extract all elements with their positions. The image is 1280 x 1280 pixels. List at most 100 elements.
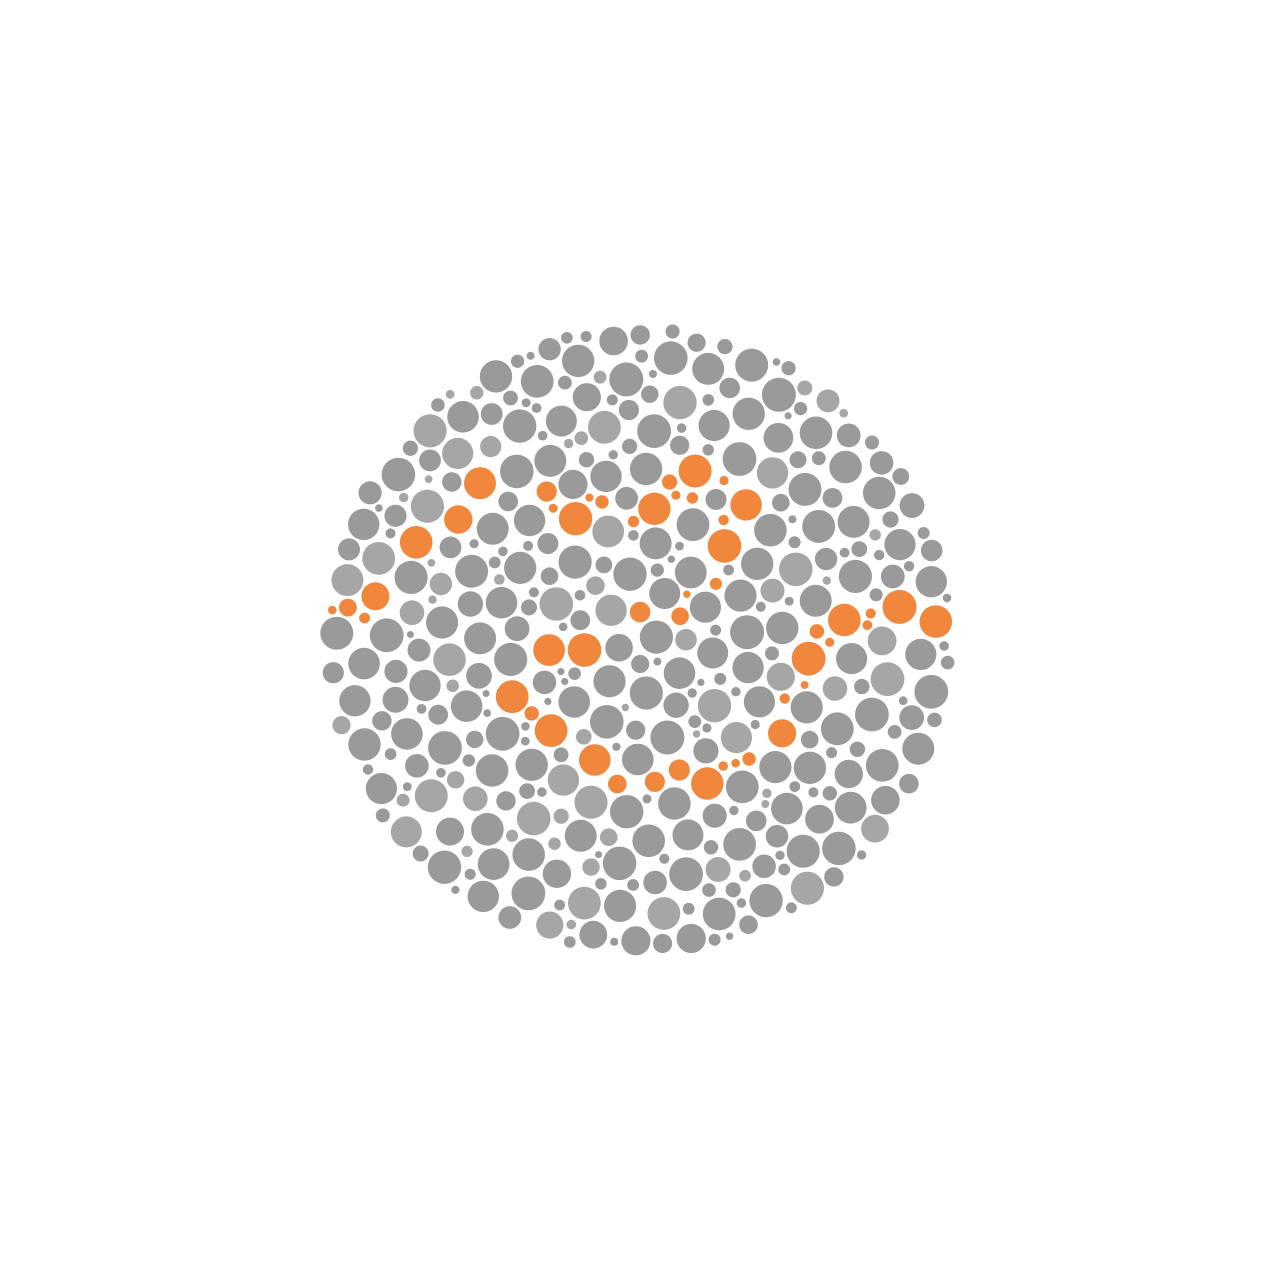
background-dot <box>431 398 445 412</box>
background-dot <box>732 397 765 430</box>
background-dot <box>788 536 801 549</box>
background-dot <box>766 662 795 691</box>
background-dot <box>532 670 557 695</box>
background-dot <box>631 654 650 674</box>
background-dot <box>406 631 414 638</box>
background-dot <box>760 578 785 603</box>
background-dot <box>676 923 706 954</box>
background-dot <box>455 554 489 588</box>
background-dot <box>396 793 410 807</box>
background-dot <box>665 324 680 339</box>
background-dot <box>902 732 935 765</box>
orange-figure-dots <box>328 454 953 800</box>
background-dot <box>755 601 766 612</box>
background-dot <box>595 556 613 574</box>
background-dot <box>521 398 531 408</box>
figure-dot <box>809 624 825 639</box>
background-dot <box>320 616 354 650</box>
background-dot <box>834 791 867 824</box>
background-dot <box>772 493 790 512</box>
background-dot <box>761 377 796 412</box>
background-dot <box>838 559 873 594</box>
background-dot <box>593 370 607 384</box>
background-dot <box>824 867 844 887</box>
background-dot <box>871 785 900 815</box>
background-dot <box>632 824 665 858</box>
background-dot <box>914 674 949 709</box>
background-dot <box>692 352 725 385</box>
background-dot <box>433 643 466 676</box>
background-dot <box>609 362 644 397</box>
background-dot <box>687 688 697 698</box>
background-dot <box>510 354 525 368</box>
figure-dot <box>361 582 390 611</box>
background-dot <box>498 491 518 512</box>
background-dot <box>399 492 409 503</box>
background-dot <box>574 785 608 819</box>
background-dot <box>557 668 565 676</box>
background-dot <box>578 452 595 468</box>
background-dot <box>537 430 548 441</box>
background-dot <box>416 704 427 714</box>
background-dot <box>630 325 650 345</box>
background-dot <box>663 657 696 689</box>
background-dot <box>855 697 889 732</box>
background-dot <box>358 481 382 505</box>
background-dot <box>800 730 819 749</box>
background-dot <box>650 563 664 577</box>
background-dot <box>621 926 651 956</box>
background-dot <box>462 754 475 767</box>
background-dot <box>429 572 453 596</box>
background-dot <box>849 741 866 757</box>
background-dot <box>724 579 757 612</box>
background-dot <box>382 686 409 713</box>
background-dot <box>588 410 621 444</box>
background-dot <box>445 389 455 399</box>
background-dot <box>568 886 601 920</box>
background-dot <box>595 594 627 626</box>
background-dot <box>731 687 741 697</box>
figure-dot <box>464 467 496 500</box>
figure-dot <box>533 634 565 666</box>
background-dot <box>702 723 712 733</box>
background-dot <box>414 779 448 813</box>
background-dot <box>528 587 539 598</box>
background-dot <box>693 738 719 764</box>
background-dot <box>820 712 854 746</box>
background-dot <box>739 915 758 934</box>
figure-dot <box>595 495 609 509</box>
background-dot <box>480 403 503 425</box>
background-dot <box>391 718 423 750</box>
background-dot <box>537 787 547 797</box>
background-dot <box>643 870 667 895</box>
background-dot <box>786 834 820 868</box>
figure-dot <box>731 758 740 768</box>
background-dot <box>494 642 528 677</box>
background-dot <box>536 911 564 939</box>
background-dot <box>409 669 441 702</box>
background-dot <box>788 472 822 506</box>
background-dot <box>816 389 840 413</box>
background-dot <box>390 816 422 848</box>
background-dot <box>650 720 685 755</box>
background-dot <box>618 399 640 421</box>
background-dot <box>466 730 484 749</box>
background-dot <box>688 715 702 728</box>
figure-dot <box>644 771 665 792</box>
background-dot <box>505 829 519 842</box>
background-dot <box>697 689 732 723</box>
background-dot <box>927 712 942 728</box>
background-dot <box>649 370 657 378</box>
background-dot <box>829 450 862 484</box>
background-dot <box>641 385 659 403</box>
background-dot <box>898 696 908 706</box>
background-dot <box>851 541 868 557</box>
background-dot <box>882 511 899 528</box>
background-dot <box>635 349 648 363</box>
figure-dot <box>882 589 917 624</box>
background-dot <box>854 678 870 695</box>
background-dot <box>436 817 464 846</box>
background-dot <box>723 564 734 576</box>
background-dot <box>561 677 569 686</box>
background-dot <box>778 863 791 876</box>
